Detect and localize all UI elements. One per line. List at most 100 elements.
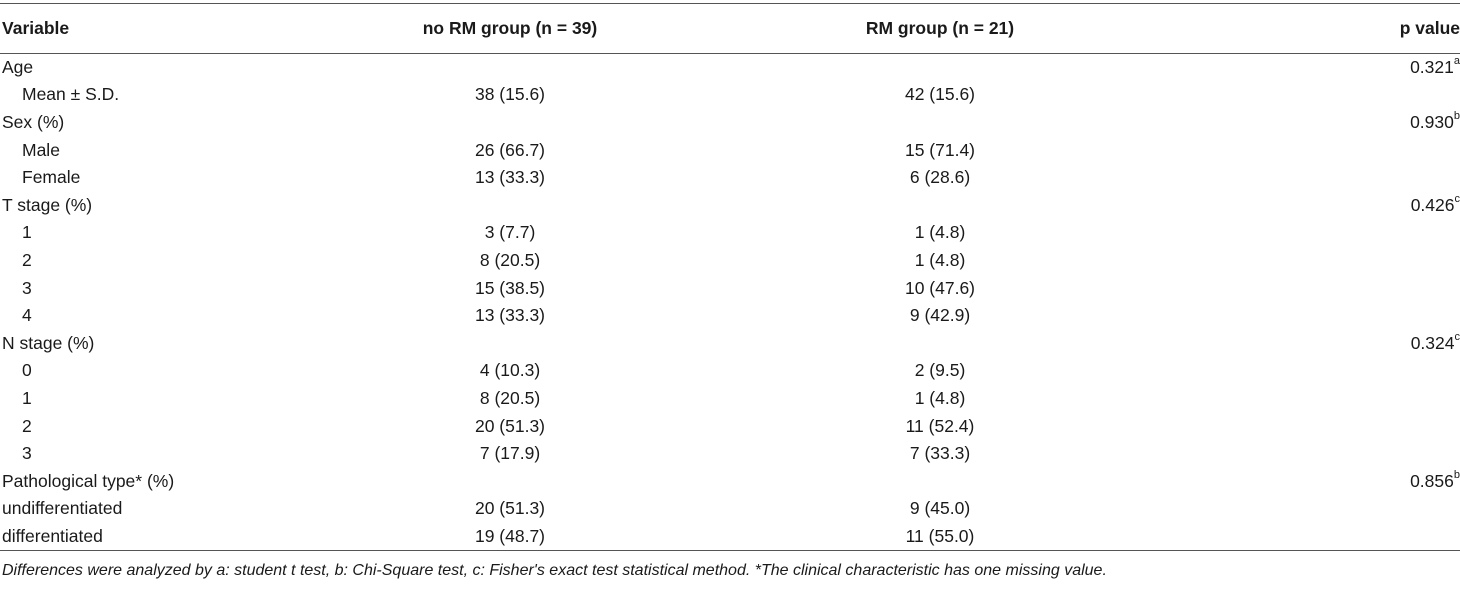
cell-p-value: 0.324c <box>1160 329 1460 357</box>
cell-no-rm-group: 4 (10.3) <box>479 360 541 381</box>
table-row: Sex (%) 0.930b <box>0 109 1460 137</box>
cell-rm-group: 42 (15.6) <box>904 84 976 105</box>
table-row: undifferentiated 20 (51.3) 9 (45.0) <box>0 495 1460 523</box>
table-row: 2 20 (51.3) 11 (52.4) <box>0 412 1460 440</box>
row-label: 4 <box>22 305 32 326</box>
row-label: differentiated <box>0 522 300 551</box>
table-row: 1 3 (7.7) 1 (4.8) <box>0 219 1460 247</box>
cell-rm-group: 6 (28.6) <box>909 167 971 188</box>
cell-p-value <box>1160 522 1460 551</box>
cell-p-value: 0.930b <box>1160 109 1460 137</box>
cell-p-value: 0.426c <box>1160 191 1460 219</box>
row-label: 2 <box>22 415 32 436</box>
row-label: 1 <box>22 387 32 408</box>
table-row: 3 7 (17.9) 7 (33.3) <box>0 440 1460 468</box>
cell-p-value: 0.856b <box>1160 467 1460 495</box>
cell-no-rm-group: 38 (15.6) <box>474 84 546 105</box>
row-label: Age <box>2 57 34 78</box>
cell-rm-group: 9 (45.0) <box>909 498 971 519</box>
row-label: 1 <box>22 222 32 243</box>
cell-rm-group: 10 (47.6) <box>904 277 976 298</box>
table-row: Female 13 (33.3) 6 (28.6) <box>0 164 1460 192</box>
cell-p-value <box>1160 247 1460 275</box>
cell-p-value <box>1160 81 1460 109</box>
cell-p-value <box>1160 440 1460 468</box>
cell-rm-group: 11 (52.4) <box>905 415 975 436</box>
cell-no-rm-group: 3 (7.7) <box>484 222 536 243</box>
cell-no-rm-group: 13 (33.3) <box>474 305 546 326</box>
table-row: 0 4 (10.3) 2 (9.5) <box>0 357 1460 385</box>
row-label: 3 <box>22 277 32 298</box>
p-value-test-marker: c <box>1454 330 1460 343</box>
cell-rm-group: 1 (4.8) <box>914 222 966 243</box>
cell-p-value <box>1160 136 1460 164</box>
header-variable: Variable <box>0 3 300 54</box>
header-row: Variable no RM group (n = 39) RM group (… <box>0 3 1460 54</box>
cell-no-rm-group <box>300 191 720 219</box>
cell-rm-group <box>720 191 1160 219</box>
table-row: 1 8 (20.5) 1 (4.8) <box>0 385 1460 413</box>
cell-no-rm-group: 20 (51.3) <box>474 498 546 519</box>
cell-rm-group <box>720 54 1160 82</box>
row-label: Sex (%) <box>2 111 65 132</box>
cell-no-rm-group <box>300 54 720 82</box>
row-label: undifferentiated <box>2 498 123 519</box>
p-value-test-marker: a <box>1453 55 1460 68</box>
cell-no-rm-group <box>300 109 720 137</box>
cell-rm-group <box>720 467 1160 495</box>
table-row: N stage (%) 0.324c <box>0 329 1460 357</box>
cell-no-rm-group: 13 (33.3) <box>474 167 546 188</box>
cell-p-value: 0.321a <box>1160 54 1460 82</box>
table-row: 2 8 (20.5) 1 (4.8) <box>0 247 1460 275</box>
cell-no-rm-group: 8 (20.5) <box>479 387 541 408</box>
p-value-text: 0.856 <box>1410 470 1454 491</box>
header-rm-group: RM group (n = 21) <box>720 3 1160 54</box>
table-body: Age 0.321a Mean ± S.D. 38 (15.6) 42 (15.6) Se… <box>0 54 1460 551</box>
row-label: T stage (%) <box>2 194 93 215</box>
cell-p-value <box>1160 385 1460 413</box>
cell-rm-group: 1 (4.8) <box>914 387 966 408</box>
p-value-test-marker: b <box>1453 110 1460 123</box>
table-row: differentiated 19 (48.7) 11 (55.0) <box>0 522 1460 551</box>
cell-no-rm-group: 20 (51.3) <box>474 415 546 436</box>
row-label: 3 <box>22 443 32 464</box>
cell-no-rm-group <box>300 467 720 495</box>
cell-rm-group <box>720 109 1160 137</box>
p-value-text: 0.324 <box>1410 332 1455 353</box>
clinical-characteristics-table: Variable no RM group (n = 39) RM group (… <box>0 3 1460 551</box>
cell-no-rm-group: 19 (48.7) <box>300 522 720 551</box>
table-row: T stage (%) 0.426c <box>0 191 1460 219</box>
table-row: 4 13 (33.3) 9 (42.9) <box>0 302 1460 330</box>
row-label: 2 <box>22 249 32 270</box>
table-footnote: Differences were analyzed by a: student … <box>2 562 1107 579</box>
cell-p-value <box>1160 164 1460 192</box>
p-value-test-marker: c <box>1454 192 1460 205</box>
p-value-text: 0.930 <box>1410 111 1454 132</box>
cell-p-value <box>1160 412 1460 440</box>
row-label: Pathological type* (%) <box>2 470 175 491</box>
cell-rm-group <box>720 329 1160 357</box>
header-p-value: p value <box>1160 3 1460 54</box>
table-row: 3 15 (38.5) 10 (47.6) <box>0 274 1460 302</box>
cell-no-rm-group <box>300 329 720 357</box>
p-value-text: 0.321 <box>1410 57 1454 78</box>
table-row: Male 26 (66.7) 15 (71.4) <box>0 136 1460 164</box>
table-row: Mean ± S.D. 38 (15.6) 42 (15.6) <box>0 81 1460 109</box>
cell-rm-group: 9 (42.9) <box>909 305 971 326</box>
cell-no-rm-group: 26 (66.7) <box>474 139 546 160</box>
cell-p-value <box>1160 302 1460 330</box>
table-row: Age 0.321a <box>0 54 1460 82</box>
cell-p-value <box>1160 357 1460 385</box>
row-label: Mean ± S.D. <box>22 84 120 105</box>
p-value-test-marker: b <box>1453 468 1460 481</box>
cell-p-value <box>1160 274 1460 302</box>
row-label: Male <box>22 139 60 160</box>
table-row: Pathological type* (%) 0.856b <box>0 467 1460 495</box>
cell-no-rm-group: 15 (38.5) <box>474 277 546 298</box>
header-no-rm-group: no RM group (n = 39) <box>300 3 720 54</box>
row-label: Female <box>22 167 81 188</box>
cell-rm-group: 7 (33.3) <box>909 443 971 464</box>
cell-rm-group: 1 (4.8) <box>914 249 966 270</box>
cell-rm-group: 15 (71.4) <box>904 139 976 160</box>
